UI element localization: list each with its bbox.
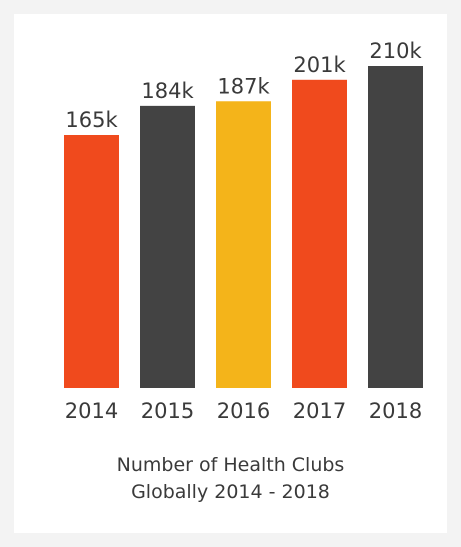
x-tick-label-2016: 2016 [217, 399, 270, 423]
x-tick-label-2015: 2015 [141, 399, 194, 423]
bar-2016 [216, 101, 271, 389]
x-tick-label-2017: 2017 [293, 399, 346, 423]
value-label-2014: 165k [65, 108, 118, 132]
chart-caption: Number of Health Clubs Globally 2014 - 2… [0, 452, 461, 506]
bar-2015 [140, 105, 195, 388]
bar-2017 [292, 79, 347, 389]
caption-line-1: Number of Health Clubs [116, 454, 345, 476]
value-label-2017: 201k [293, 53, 346, 77]
x-tick-label-2014: 2014 [65, 399, 118, 423]
x-tick-label-2018: 2018 [369, 399, 422, 423]
value-label-2016: 187k [217, 74, 270, 98]
bar-2014 [64, 135, 119, 388]
value-label-2018: 210k [369, 39, 422, 63]
value-label-2015: 184k [141, 79, 194, 103]
bar-2018 [368, 66, 423, 388]
caption-line-2: Globally 2014 - 2018 [131, 481, 330, 503]
